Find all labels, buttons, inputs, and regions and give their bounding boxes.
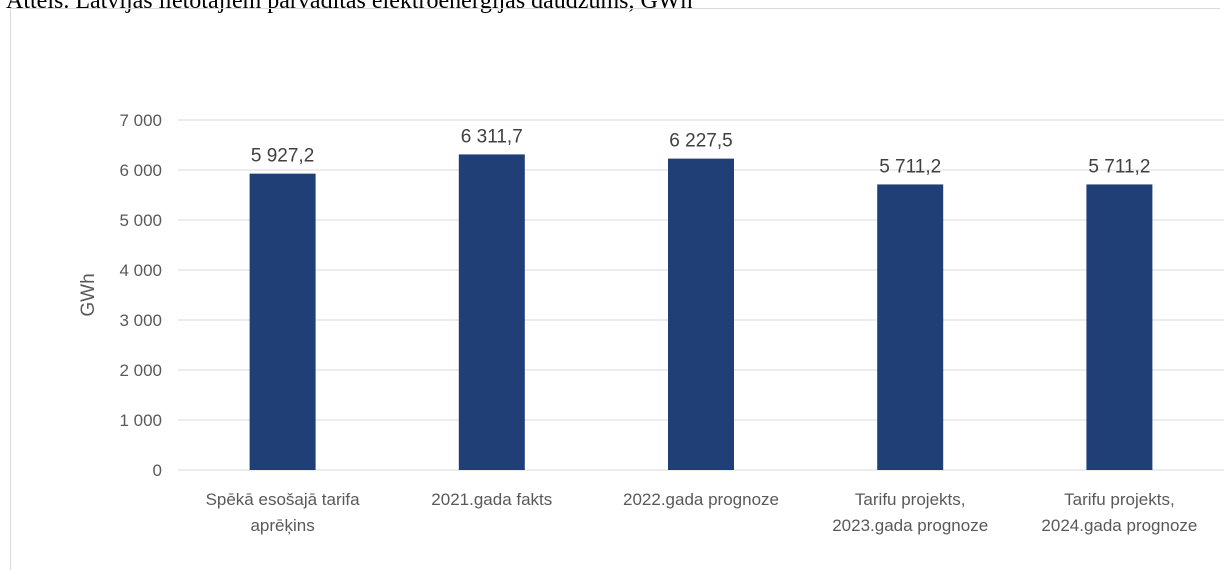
chart-frame bbox=[10, 8, 1220, 570]
data-label: 5 711,2 bbox=[879, 156, 941, 177]
y-tick-label: 5 000 bbox=[119, 211, 162, 230]
x-tick-label: Tarifu projekts, bbox=[855, 490, 966, 509]
y-tick-label: 1 000 bbox=[119, 411, 162, 430]
x-tick-label: 2021.gada fakts bbox=[431, 490, 552, 509]
bar bbox=[1086, 184, 1153, 470]
data-label: 6 227,5 bbox=[669, 131, 732, 152]
bar bbox=[877, 184, 944, 470]
y-axis-label: GWh bbox=[78, 273, 99, 316]
figure-caption: Attēls. Latvijas lietotājiem pārvadītās … bbox=[6, 0, 693, 14]
y-tick-label: 4 000 bbox=[119, 261, 162, 280]
y-tick-label: 2 000 bbox=[119, 361, 162, 380]
y-tick-label: 0 bbox=[153, 461, 162, 480]
x-tick-label: Tarifu projekts, bbox=[1064, 490, 1175, 509]
bar bbox=[249, 173, 316, 470]
bar bbox=[668, 158, 734, 470]
y-tick-label: 6 000 bbox=[119, 161, 162, 180]
x-tick-label: 2023.gada prognoze bbox=[832, 516, 988, 535]
bar bbox=[458, 154, 525, 471]
y-tick-label: 7 000 bbox=[119, 111, 162, 130]
data-label: 6 311,7 bbox=[461, 126, 523, 147]
data-label: 5 711,2 bbox=[1088, 156, 1150, 177]
x-tick-label: aprēķins bbox=[250, 516, 314, 535]
x-tick-label: 2022.gada prognoze bbox=[623, 490, 779, 509]
data-label: 5 927,2 bbox=[251, 146, 314, 167]
x-tick-label: Spēkā esošajā tarifa bbox=[206, 490, 361, 509]
y-tick-label: 3 000 bbox=[119, 311, 162, 330]
x-tick-label: 2024.gada prognoze bbox=[1041, 516, 1197, 535]
